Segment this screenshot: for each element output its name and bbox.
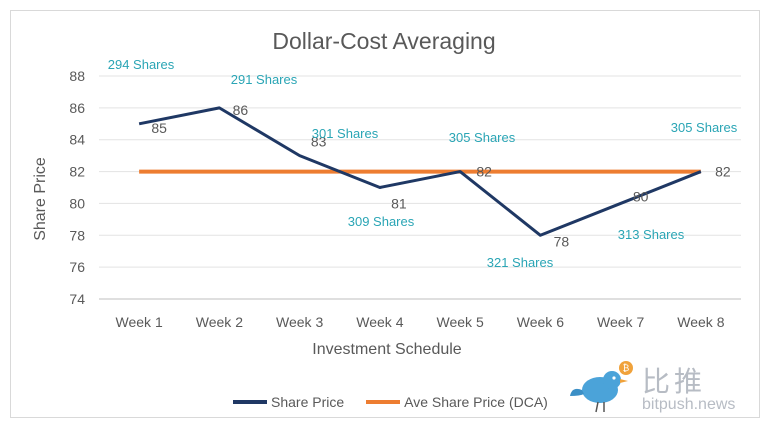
data-label: 82: [476, 164, 492, 180]
x-tick-label: Week 4: [356, 314, 403, 330]
legend-item-share-price: Share Price: [233, 394, 344, 410]
y-tick-label: 86: [69, 100, 85, 116]
share-annotation: 305 Shares: [449, 130, 516, 145]
x-tick-label: Week 5: [437, 314, 484, 330]
data-label: 81: [391, 196, 407, 212]
data-label: 82: [715, 164, 731, 180]
share-annotation: 313 Shares: [618, 227, 685, 242]
x-axis-label: Investment Schedule: [312, 341, 462, 358]
share-annotation: 301 Shares: [312, 126, 379, 141]
data-label: 78: [554, 233, 570, 249]
chart-frame: Dollar-Cost Averaging Share Price Invest…: [10, 10, 760, 418]
share-annotations: 294 Shares 291 Shares 301 Shares 309 Shares…: [108, 57, 738, 270]
y-tick-labels: 74 76 78 80 82 84 86 88: [69, 68, 85, 307]
y-tick-label: 76: [69, 259, 85, 275]
y-tick-label: 88: [69, 68, 85, 84]
x-tick-label: Week 8: [677, 314, 724, 330]
x-tick-labels: Week 1 Week 2 Week 3 Week 4 Week 5 Week 6 Week…: [116, 314, 725, 330]
bitpush-watermark: ₿ 比推 bitpush.news: [570, 360, 755, 420]
legend-swatch-ave-share-price: [366, 400, 401, 404]
y-tick-label: 74: [69, 291, 85, 307]
y-tick-label: 80: [69, 195, 85, 211]
y-tick-label: 82: [69, 164, 85, 180]
y-tick-label: 84: [69, 132, 85, 148]
data-labels: 85 86 83 81 82 78 80 82: [151, 102, 731, 249]
share-annotation: 291 Shares: [231, 72, 298, 87]
svg-text:₿: ₿: [623, 363, 630, 374]
watermark-chinese-text: 比推: [642, 365, 707, 398]
data-label: 85: [151, 120, 167, 136]
series-line-share-price: [138, 106, 702, 237]
data-label: 86: [233, 102, 249, 118]
y-tick-label: 78: [69, 227, 85, 243]
x-tick-label: Week 7: [597, 314, 644, 330]
x-tick-label: Week 3: [276, 314, 323, 330]
y-axis-label: Share Price: [32, 157, 49, 241]
chart-title: Dollar-Cost Averaging: [272, 28, 495, 54]
x-tick-label: Week 1: [116, 314, 163, 330]
x-tick-label: Week 2: [196, 314, 243, 330]
legend-label-ave-share-price: Ave Share Price (DCA): [404, 394, 548, 410]
legend-swatch-share-price: [233, 400, 267, 404]
share-annotation: 305 Shares: [671, 120, 738, 135]
share-annotation: 309 Shares: [348, 214, 415, 229]
legend-label-share-price: Share Price: [271, 394, 345, 410]
watermark-site-text: bitpush.news: [642, 396, 736, 413]
x-tick-label: Week 6: [517, 314, 564, 330]
bird-logo-icon: ₿: [570, 361, 633, 413]
legend: Share Price Ave Share Price (DCA): [233, 394, 548, 410]
line-chart: Dollar-Cost Averaging Share Price Invest…: [32, 28, 741, 358]
legend-item-ave-share-price: Ave Share Price (DCA): [366, 394, 548, 410]
share-annotation: 321 Shares: [487, 255, 554, 270]
share-annotation: 294 Shares: [108, 57, 175, 72]
data-label: 80: [633, 188, 649, 204]
data-label: 83: [311, 134, 327, 150]
series-lines: [138, 106, 702, 237]
